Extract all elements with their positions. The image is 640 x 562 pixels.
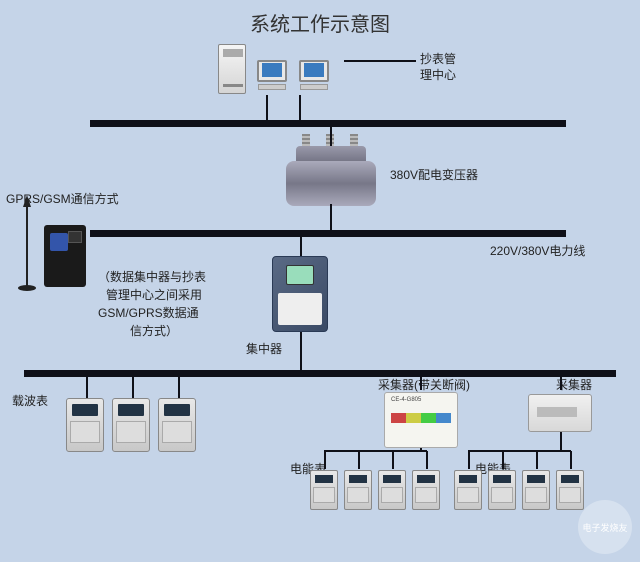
pc-icon	[296, 60, 332, 94]
mgmt-center-label: 理中心	[420, 66, 456, 83]
connector-line	[86, 376, 88, 398]
collector-valve-label: 采集器(带关断阀)	[378, 376, 470, 393]
connector-line	[178, 376, 180, 398]
gprs-desc-label: 信方式）	[130, 322, 178, 339]
connector-line	[570, 451, 572, 469]
connector-line	[468, 451, 470, 469]
gprs-desc-label: GSM/GPRS数据通	[98, 304, 199, 321]
concentrator-label: 集中器	[246, 340, 282, 357]
connector-line	[300, 236, 302, 256]
gprs-method-label: GPRS/GSM通信方式	[6, 190, 119, 207]
connector-line	[344, 60, 416, 62]
carrier-meter-label: 载波表	[12, 392, 48, 409]
antenna-icon	[26, 205, 28, 287]
energy-meter-icon	[378, 470, 406, 510]
connector-line	[502, 451, 504, 469]
connector-line	[300, 332, 302, 372]
energy-meter-icon	[310, 470, 338, 510]
energy-meter-icon	[344, 470, 372, 510]
connector-line	[324, 450, 427, 452]
carrier-meter-icon	[112, 398, 150, 452]
mgmt-center-label: 抄表管	[420, 50, 456, 67]
connector-line	[299, 95, 301, 122]
energy-meter-icon	[522, 470, 550, 510]
diagram-title: 系统工作示意图	[250, 8, 390, 37]
connector-line	[420, 448, 422, 450]
energy-meter-icon	[488, 470, 516, 510]
concentrator-icon	[272, 256, 328, 332]
connector-line	[560, 376, 562, 390]
connector-line	[330, 204, 332, 232]
carrier-meter-icon	[158, 398, 196, 452]
gprs-desc-label: （数据集中器与抄表	[98, 268, 206, 285]
bus-bar	[90, 120, 566, 127]
watermark-icon: 电子发烧友	[578, 500, 632, 554]
pc-icon	[254, 60, 290, 94]
connector-line	[426, 451, 428, 469]
energy-meter-icon	[454, 470, 482, 510]
gprs-desc-label: 管理中心之间采用	[106, 286, 202, 303]
powerline-label: 220V/380V电力线	[490, 242, 585, 259]
transformer-label: 380V配电变压器	[390, 166, 478, 183]
collector-icon	[528, 394, 592, 432]
connector-line	[266, 95, 268, 122]
connector-line	[330, 126, 332, 146]
carrier-meter-icon	[66, 398, 104, 452]
transformer-icon	[286, 146, 376, 206]
bus-bar	[24, 370, 616, 377]
connector-line	[536, 451, 538, 469]
connector-line	[560, 448, 562, 450]
gprs-modem-icon	[44, 225, 86, 287]
energy-meter-icon	[412, 470, 440, 510]
connector-line	[420, 376, 422, 390]
server-icon	[218, 44, 246, 94]
connector-line	[358, 451, 360, 469]
collector-valve-icon: CE-4-G805	[384, 392, 458, 448]
energy-meter-icon	[556, 470, 584, 510]
bus-bar	[90, 230, 566, 237]
connector-line	[468, 450, 571, 452]
connector-line	[324, 451, 326, 469]
connector-line	[132, 376, 134, 398]
connector-line	[392, 451, 394, 469]
device-model-label: CE-4-G805	[391, 397, 421, 403]
